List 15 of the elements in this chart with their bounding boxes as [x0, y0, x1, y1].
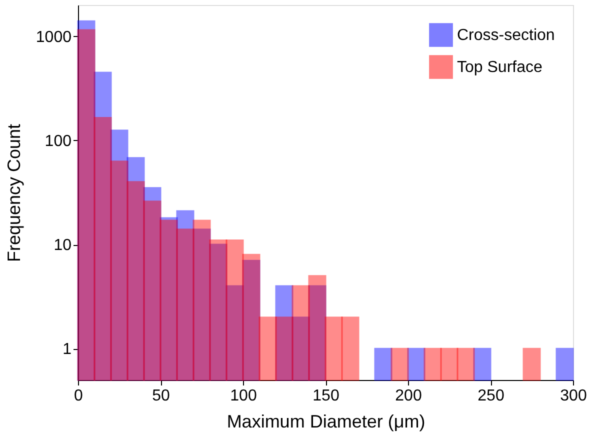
y-tick-label: 1	[62, 341, 72, 358]
x-tick-label: 50	[152, 388, 170, 404]
x-tick-label: 100	[230, 388, 257, 404]
x-tick-label: 0	[74, 388, 84, 404]
legend-label: Top Surface	[457, 59, 542, 76]
x-tick-label: 300	[560, 388, 587, 404]
legend-label: Cross-section	[457, 27, 555, 44]
y-tick-label: 10	[54, 237, 72, 254]
y-tick-label: 1000	[36, 28, 72, 46]
y-tick-label: 100	[44, 132, 72, 150]
x-axis-title: Maximum Diameter (μm)	[226, 412, 426, 432]
x-tick-label: 150	[312, 388, 340, 404]
x-tick-label: 250	[478, 388, 504, 404]
y-axis-title: Frequency Count	[4, 124, 24, 262]
x-tick-label: 200	[395, 388, 422, 404]
